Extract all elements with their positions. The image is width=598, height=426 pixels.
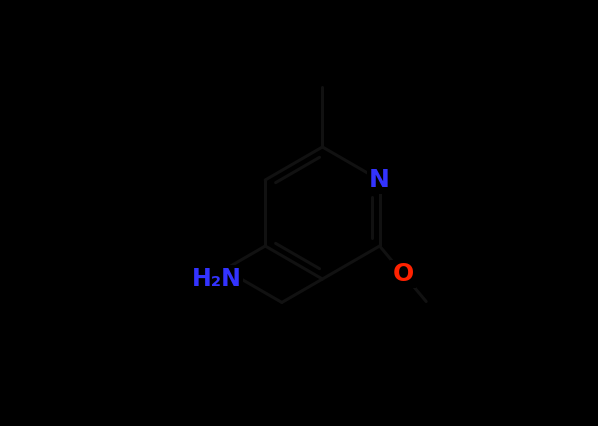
Text: H₂N: H₂N: [191, 267, 241, 291]
Text: N: N: [369, 168, 390, 192]
Text: O: O: [392, 262, 413, 286]
